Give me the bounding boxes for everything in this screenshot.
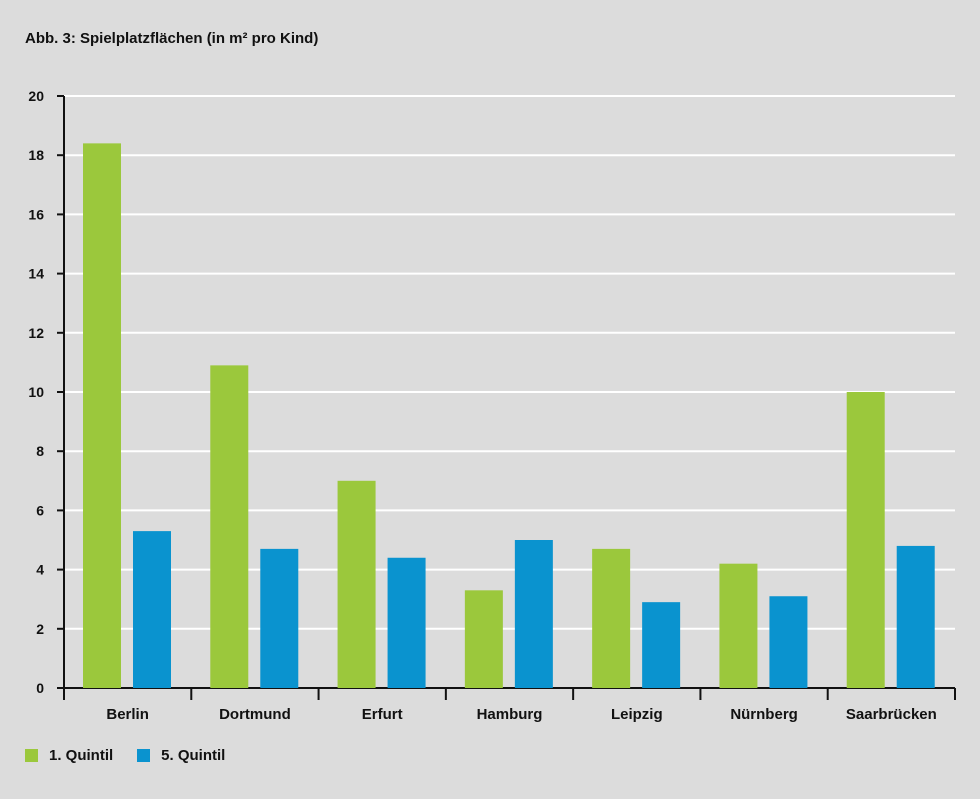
y-tick-label: 8 [36, 443, 44, 459]
legend: 1. Quintil 5. Quintil [25, 747, 249, 764]
bar-quintil-5 [514, 540, 553, 688]
y-tick-label: 4 [36, 562, 44, 578]
legend-label-series-1: 1. Quintil [49, 747, 114, 764]
chart-title: Abb. 3: Spielplatzflächen (in m² pro Kin… [25, 30, 319, 47]
legend-swatch-series-2 [137, 749, 151, 762]
bar-quintil-5 [642, 602, 681, 688]
bar-chart: 0 2 4 6 8 10 12 14 16 18 20 Berlin Dortmund Erfurt Ham… [28, 88, 956, 723]
y-tick-label: 2 [36, 621, 44, 637]
bar-quintil-1 [592, 548, 631, 688]
legend-item-series-2: 5. Quintil [137, 747, 225, 764]
legend-item-series-1: 1. Quintil [25, 747, 113, 764]
y-tick-label: 14 [28, 266, 44, 282]
y-tick-label: 12 [28, 325, 44, 341]
bar-quintil-1 [719, 563, 758, 688]
y-tick-label: 6 [36, 502, 44, 518]
bar-quintil-1 [83, 143, 121, 689]
x-tick-label: Saarbrücken [846, 706, 937, 723]
x-tick-label: Berlin [106, 706, 149, 723]
bar-quintil-1 [846, 392, 885, 688]
y-tick-label: 16 [28, 206, 44, 222]
bar-quintil-1 [210, 365, 249, 688]
x-tick-label: Hamburg [477, 706, 543, 723]
y-tick-label: 0 [36, 680, 44, 696]
bar-quintil-5 [260, 548, 299, 688]
bar-quintil-5 [133, 531, 171, 688]
x-tick-label: Leipzig [611, 706, 663, 723]
x-tick-label: Nürnberg [730, 706, 798, 723]
bar-quintil-5 [769, 596, 808, 688]
bar-quintil-1 [337, 480, 376, 688]
y-tick-label: 18 [28, 147, 44, 163]
legend-swatch-series-1 [25, 749, 38, 762]
bar-quintil-5 [896, 545, 935, 688]
bar-quintil-5 [387, 557, 426, 688]
x-tick-label: Dortmund [219, 706, 291, 723]
y-tick-label: 10 [28, 384, 44, 400]
x-tick-label: Erfurt [362, 706, 403, 723]
bar-quintil-1 [464, 590, 503, 688]
y-tick-label: 20 [28, 88, 44, 104]
legend-label-series-2: 5. Quintil [161, 747, 226, 764]
